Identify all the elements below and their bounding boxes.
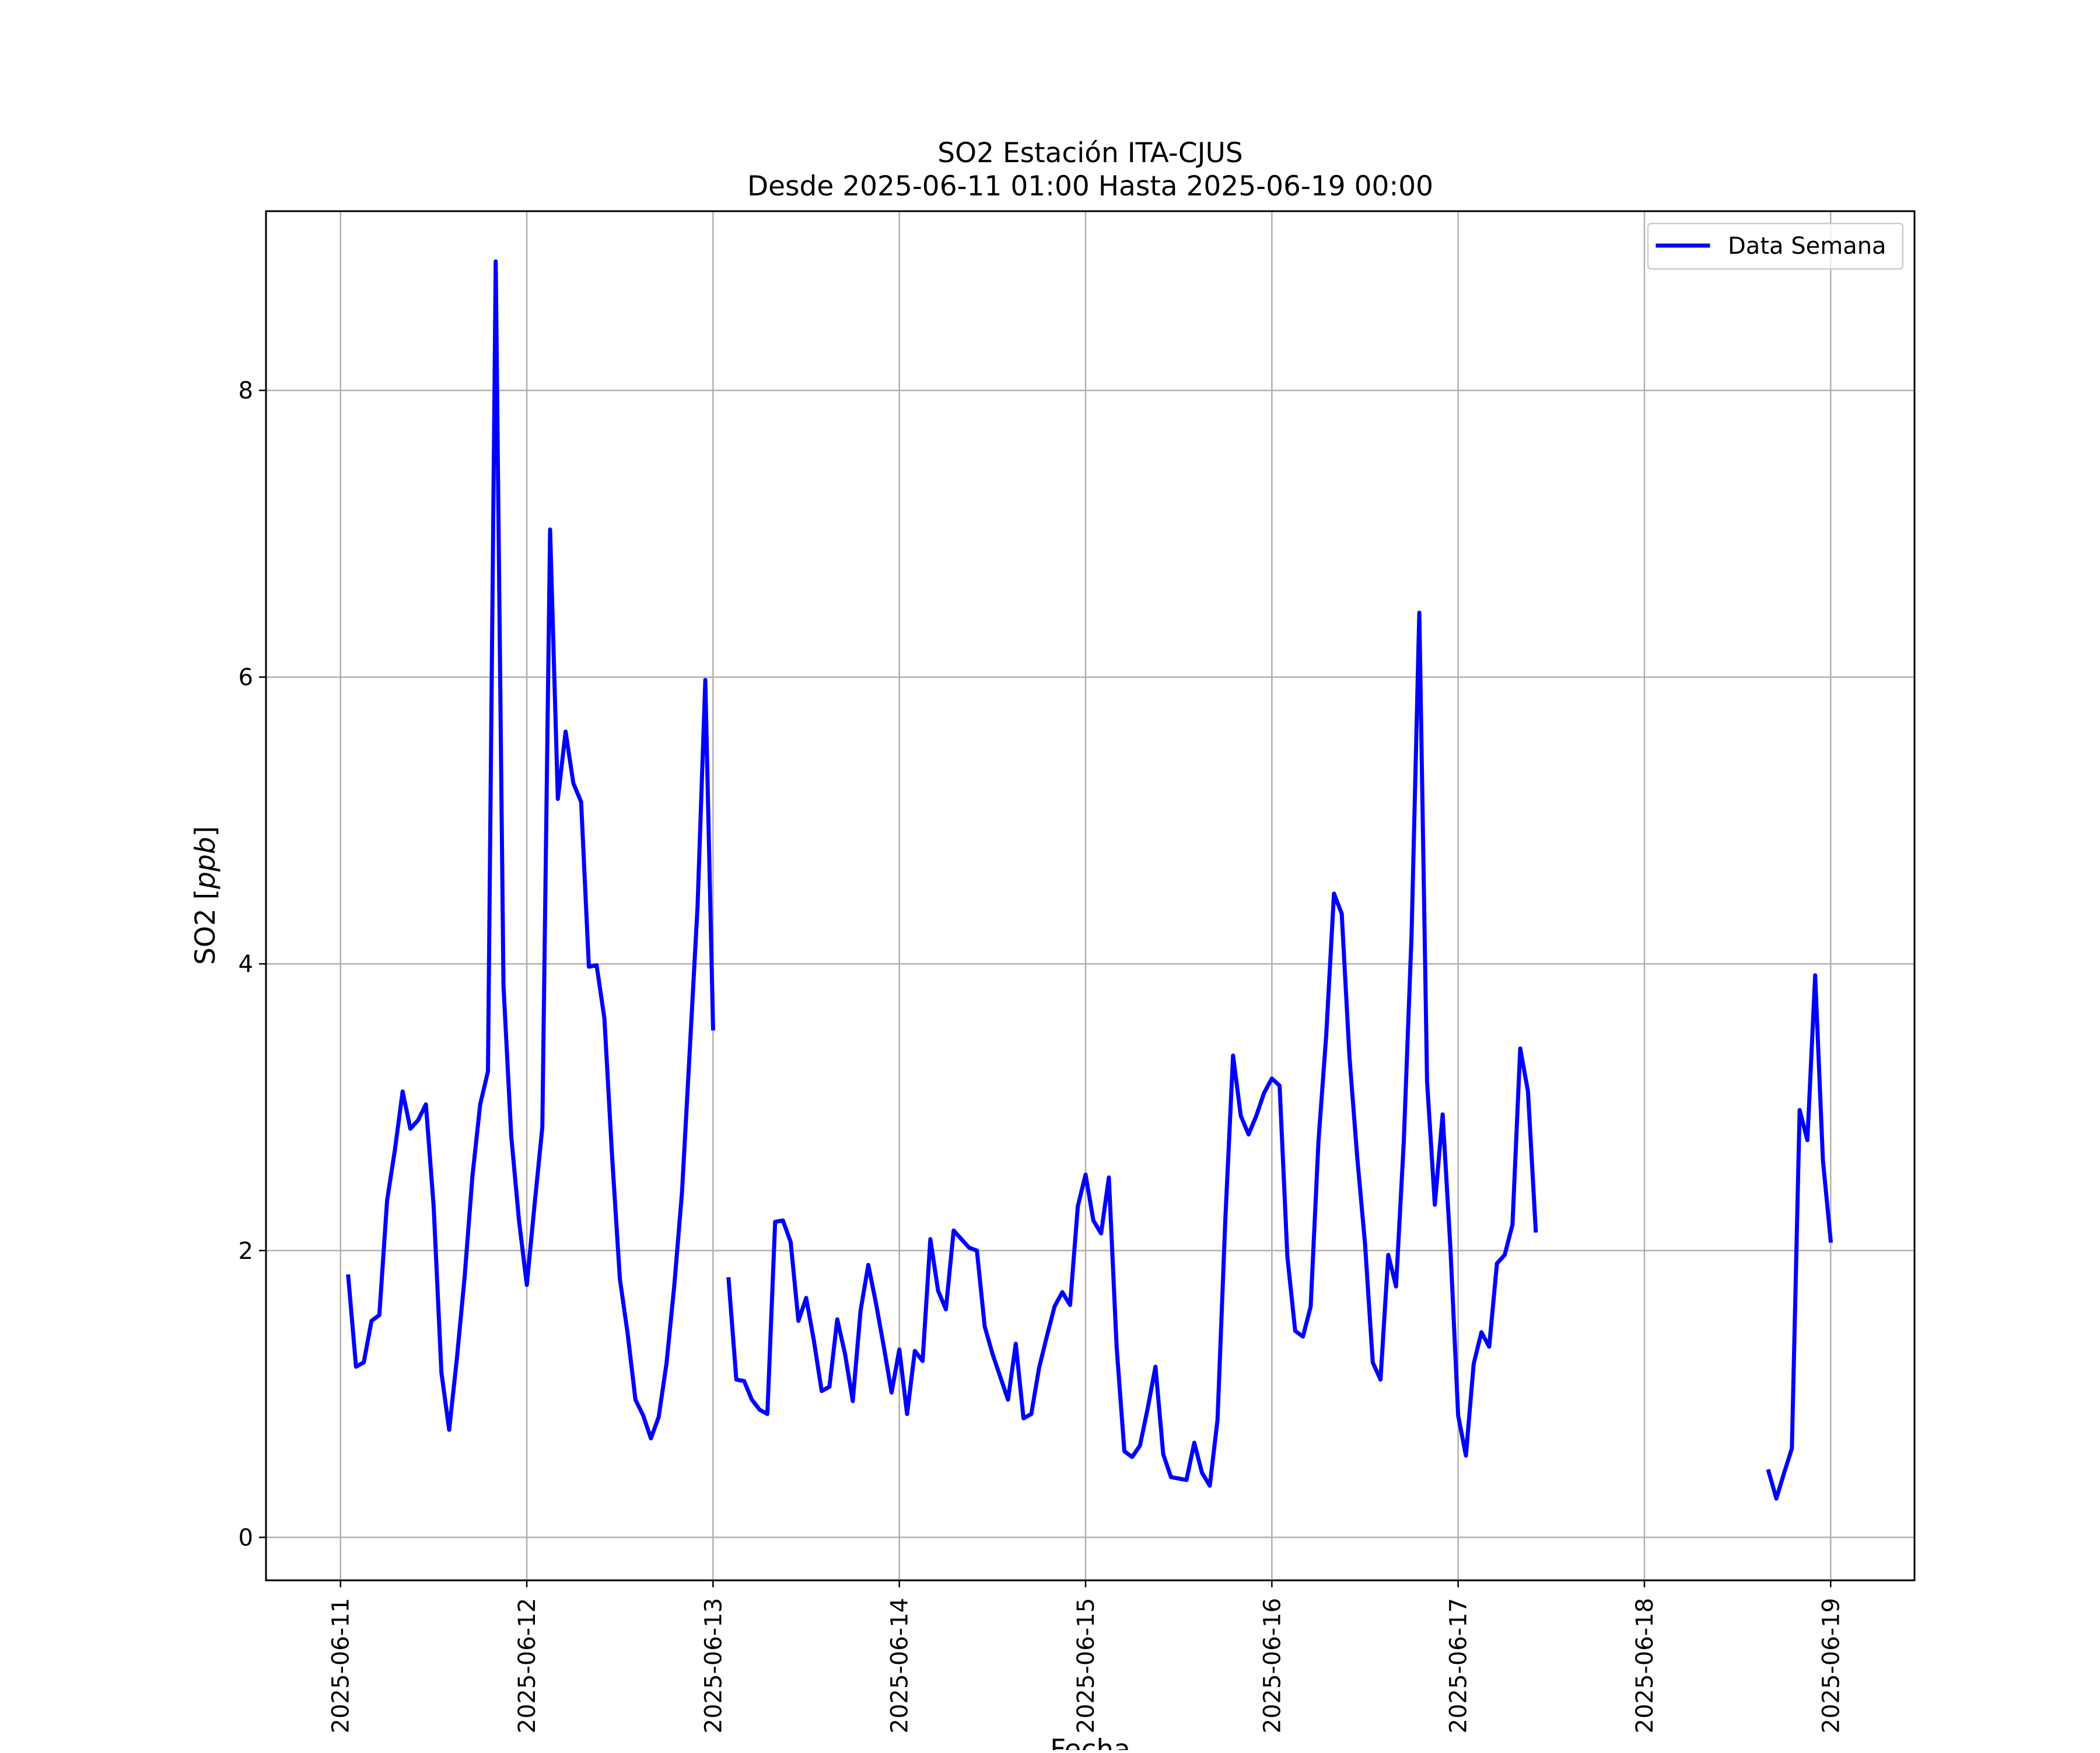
y-tick-label: 4 <box>239 951 253 978</box>
y-axis-label: SO2 [ppb] <box>190 826 222 965</box>
chart-subtitle: Desde 2025-06-11 01:00 Hasta 2025-06-19 … <box>747 170 1433 202</box>
x-tick-label: 2025-06-16 <box>1259 1598 1286 1733</box>
x-tick-label: 2025-06-18 <box>1632 1598 1658 1733</box>
grid-lines <box>266 211 1915 1580</box>
series-group <box>346 259 1833 1501</box>
y-axis-label-main: SO2 [ <box>190 889 222 965</box>
legend-box <box>1647 222 1904 270</box>
x-axis-ticks: 2025-06-11 2025-06-12 2025-06-13 2025-06-14… <box>328 1580 1845 1733</box>
x-tick-label: 2025-06-13 <box>700 1598 727 1733</box>
x-tick-label: 2025-06-15 <box>1073 1598 1100 1733</box>
y-tick-label: 8 <box>239 377 253 404</box>
x-tick-label: 2025-06-17 <box>1446 1598 1472 1733</box>
y-axis-label-close: ] <box>190 826 222 837</box>
x-tick-label: 2025-06-14 <box>887 1598 914 1733</box>
y-tick-label: 0 <box>239 1524 253 1551</box>
plot-area-frame <box>265 210 1916 1581</box>
y-tick-label: 6 <box>239 664 253 691</box>
legend-label: Data Semana <box>1728 233 1887 260</box>
y-axis-label-unit: ppb <box>190 837 222 890</box>
series-line-data-semana <box>346 259 1833 1501</box>
y-axis-ticks: 0 2 4 6 8 <box>239 377 266 1551</box>
x-tick-label: 2025-06-11 <box>328 1598 355 1733</box>
x-axis-label: Fecha <box>1050 1734 1130 1750</box>
y-tick-label: 2 <box>239 1238 253 1265</box>
x-tick-label: 2025-06-19 <box>1818 1598 1845 1733</box>
x-tick-label: 2025-06-12 <box>514 1598 541 1733</box>
legend: Data Semana <box>1647 222 1904 270</box>
chart-title: SO2 Estación ITA-CJUS <box>937 137 1242 169</box>
